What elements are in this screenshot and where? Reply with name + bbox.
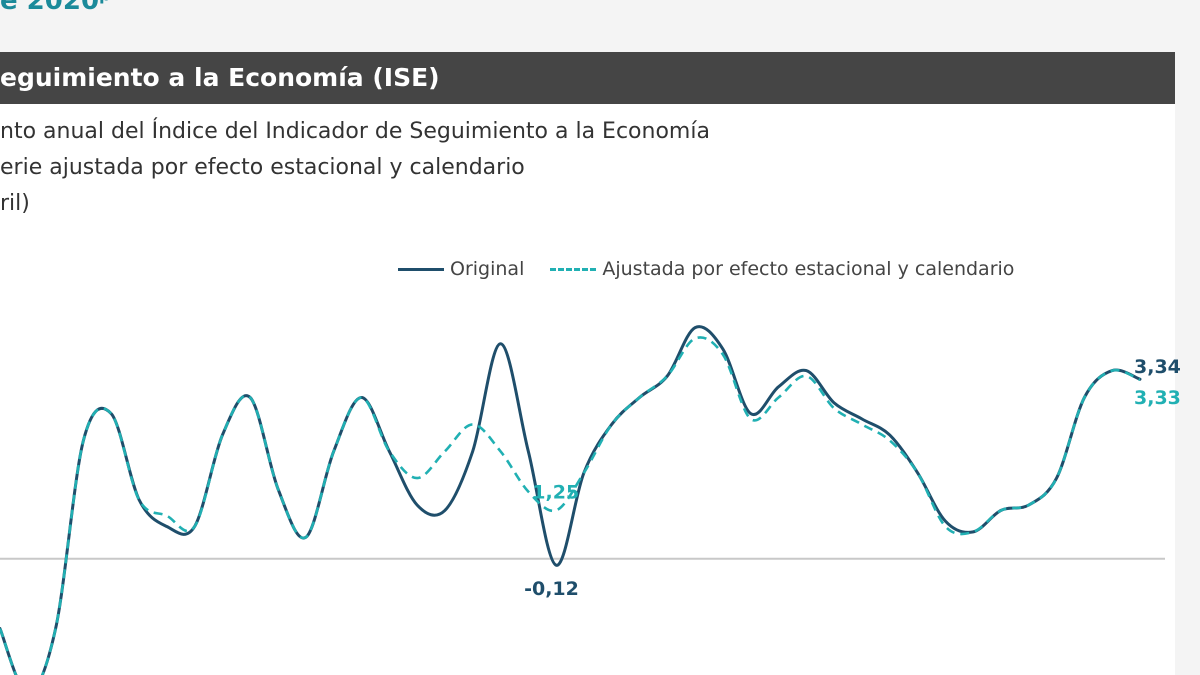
data-label-1-25: 1,25 [532,482,579,504]
legend-label-original: Original [450,258,525,280]
data-label-minus-0-12: -0,12 [524,578,579,600]
chart-legend: Original Ajustada por efecto estacional … [398,258,1040,280]
legend-item-original: Original [398,258,524,280]
legend-item-adjusted: Ajustada por efecto estacional y calenda… [550,258,1014,280]
series-line-adjusted [0,336,1141,675]
subtitle-line-3: ril) [0,191,30,216]
chart-panel: eguimiento a la Economía (ISE) nto anual… [0,52,1175,675]
legend-swatch-original [398,267,444,271]
page-title: e 2020ᵖ [0,0,112,16]
chart-subtitle: nto anual del Índice del Indicador de Se… [0,114,710,222]
data-label-3-33: 3,33 [1134,387,1181,409]
legend-swatch-adjusted [550,267,597,271]
subtitle-line-2: erie ajustada por efecto estacional y ca… [0,155,525,180]
series-line-original [0,325,1142,675]
chart-header: eguimiento a la Economía (ISE) [0,52,1175,104]
legend-label-adjusted: Ajustada por efecto estacional y calenda… [602,258,1015,280]
subtitle-line-1: nto anual del Índice del Indicador de Se… [0,119,710,144]
data-label-3-34: 3,34 [1134,356,1181,378]
